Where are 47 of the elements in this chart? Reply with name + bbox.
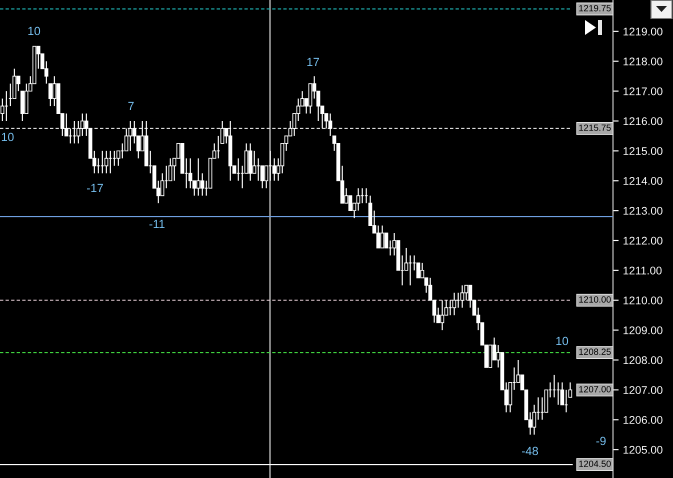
annotation: -48: [522, 446, 538, 456]
candlestick: [248, 142, 252, 182]
y-tick-label: 1218.00: [624, 58, 662, 66]
candlestick: [440, 300, 444, 331]
y-tick-label: 1210.00: [624, 296, 662, 304]
candlestick: [460, 284, 464, 308]
y-tick-label: 1207.00: [624, 386, 662, 394]
ref-line-label: 1210.00: [579, 296, 611, 303]
candlestick: [104, 150, 108, 174]
y-tick-label: 1212.00: [624, 236, 662, 245]
text: 1207.00: [579, 386, 611, 392]
annotation: 10: [28, 26, 40, 36]
candlestick: [24, 83, 28, 114]
y-tick-label: 1214.00: [624, 177, 662, 185]
annotation: 17: [307, 58, 319, 66]
y-tick-label: 1205.00: [624, 446, 662, 454]
candlestick: [348, 195, 352, 212]
annotation: 7: [128, 102, 134, 110]
ref-line-label: 1215.75: [579, 124, 611, 131]
candlestick: [188, 158, 192, 189]
candlestick: [264, 165, 268, 189]
candlestick: [196, 158, 200, 196]
y-tick-label: 1217.00: [624, 87, 662, 96]
y-tick-label: 1209.00: [624, 326, 662, 334]
candlestick: [200, 172, 204, 196]
candlestick: [128, 120, 132, 152]
y-tick-label: 1208.00: [624, 356, 662, 364]
candlestick: [488, 344, 492, 368]
y-tick-label: 1213.00: [624, 206, 662, 215]
ref-line-label: 1208.25: [579, 348, 611, 355]
ref-line-label: 1204.50: [579, 460, 611, 467]
y-tick-label: 1206.00: [624, 416, 662, 424]
annotation: 10: [556, 336, 568, 346]
text: -9: [596, 436, 606, 446]
annotation: 10: [2, 132, 14, 142]
y-tick-label: 1216.00: [624, 117, 662, 126]
candlestick: [376, 225, 380, 249]
y-tick-label: 1211.00: [624, 266, 662, 275]
ref-line-label: 1219.75: [579, 4, 611, 12]
annotation: -11: [149, 220, 165, 228]
y-tick-label: 1219.00: [624, 28, 662, 36]
candlestick: [356, 188, 360, 212]
y-tick-label: 1215.00: [624, 147, 662, 156]
annotation: -17: [86, 184, 103, 192]
candlestick: [452, 292, 456, 316]
candlestick: [380, 225, 384, 249]
candlestick: [252, 150, 256, 174]
